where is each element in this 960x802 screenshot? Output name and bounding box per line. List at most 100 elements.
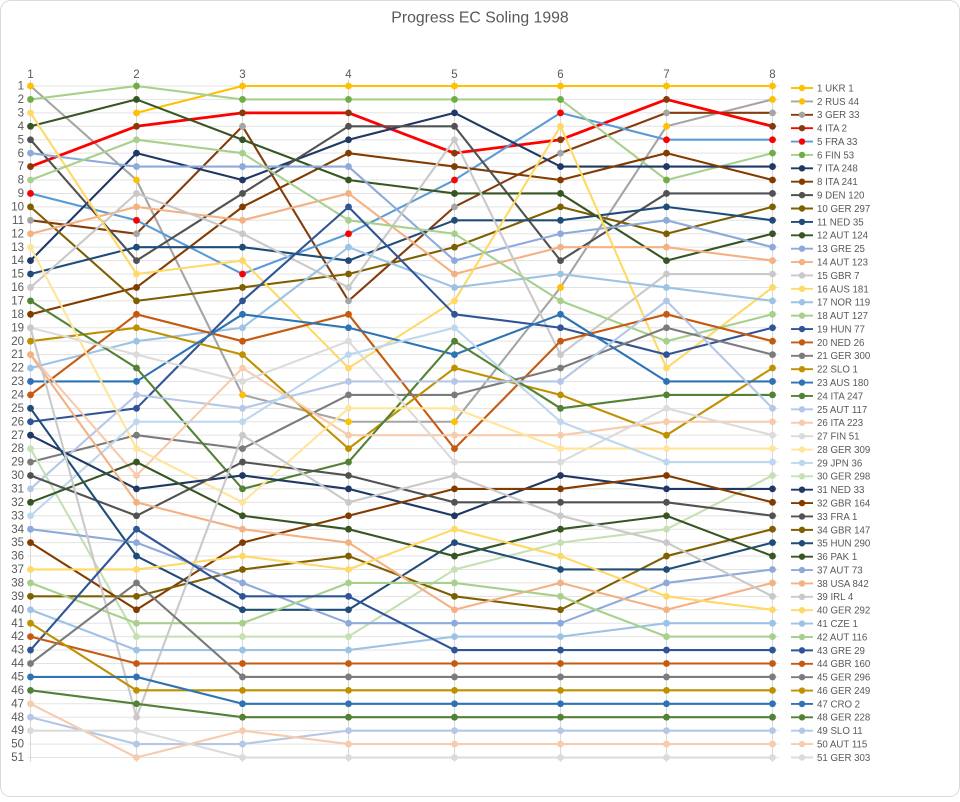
- svg-text:11 NED 35: 11 NED 35: [817, 217, 864, 228]
- svg-text:37: 37: [11, 564, 24, 576]
- svg-text:33 FRA 1: 33 FRA 1: [817, 512, 857, 523]
- svg-text:8: 8: [769, 69, 775, 81]
- svg-text:51 GER 303: 51 GER 303: [817, 753, 870, 764]
- svg-text:38 USA 842: 38 USA 842: [817, 579, 869, 590]
- svg-text:41: 41: [11, 618, 24, 630]
- svg-text:44: 44: [11, 658, 24, 670]
- svg-text:45: 45: [11, 672, 24, 684]
- svg-text:17: 17: [11, 295, 24, 307]
- svg-text:1: 1: [27, 69, 33, 81]
- svg-text:42 AUT 116: 42 AUT 116: [817, 632, 867, 643]
- svg-text:43: 43: [11, 645, 24, 657]
- svg-text:17 NOR 119: 17 NOR 119: [817, 298, 870, 309]
- svg-text:8 ITA 241: 8 ITA 241: [817, 177, 858, 188]
- svg-text:7: 7: [18, 161, 24, 173]
- svg-text:22 SLO 1: 22 SLO 1: [817, 365, 858, 376]
- svg-text:5: 5: [18, 134, 24, 146]
- svg-text:1 UKR 1: 1 UKR 1: [817, 83, 854, 94]
- svg-text:4: 4: [18, 121, 25, 133]
- svg-text:32: 32: [11, 497, 24, 509]
- svg-text:37 AUT 73: 37 AUT 73: [817, 565, 863, 576]
- svg-text:24: 24: [11, 389, 24, 401]
- svg-text:24 ITA 247: 24 ITA 247: [817, 391, 863, 402]
- svg-text:36: 36: [11, 551, 24, 563]
- svg-text:19: 19: [11, 322, 24, 334]
- svg-text:5 FRA 33: 5 FRA 33: [817, 137, 857, 148]
- svg-text:21: 21: [11, 349, 24, 361]
- svg-text:47 CRO 2: 47 CRO 2: [817, 699, 860, 710]
- svg-text:27: 27: [11, 430, 24, 442]
- svg-text:30 GER 298: 30 GER 298: [817, 472, 870, 483]
- svg-text:40: 40: [11, 604, 24, 616]
- svg-text:14: 14: [11, 255, 24, 267]
- svg-text:25 AUT 117: 25 AUT 117: [817, 405, 867, 416]
- svg-text:9 DEN 120: 9 DEN 120: [817, 191, 865, 202]
- svg-text:43 GRE 29: 43 GRE 29: [817, 646, 865, 657]
- svg-text:25: 25: [11, 403, 24, 415]
- svg-text:34: 34: [11, 524, 24, 536]
- svg-text:20 NED 26: 20 NED 26: [817, 338, 864, 349]
- svg-text:4: 4: [345, 69, 352, 81]
- svg-text:21 GER 300: 21 GER 300: [817, 351, 871, 362]
- svg-text:39: 39: [11, 591, 24, 603]
- svg-text:28: 28: [11, 443, 24, 455]
- svg-text:10 GER 297: 10 GER 297: [817, 204, 870, 215]
- svg-text:31: 31: [11, 484, 24, 496]
- svg-text:19 HUN 77: 19 HUN 77: [817, 324, 865, 335]
- svg-text:9: 9: [18, 188, 24, 200]
- svg-text:3: 3: [18, 107, 24, 119]
- svg-text:3: 3: [239, 69, 245, 81]
- svg-text:6: 6: [18, 148, 24, 160]
- svg-text:35 HUN 290: 35 HUN 290: [817, 539, 871, 550]
- svg-text:5: 5: [451, 69, 457, 81]
- svg-text:12 AUT 124: 12 AUT 124: [817, 231, 869, 242]
- svg-text:48: 48: [11, 712, 24, 724]
- svg-text:36 PAK 1: 36 PAK 1: [817, 552, 857, 563]
- svg-text:45 GER 296: 45 GER 296: [817, 673, 870, 684]
- svg-text:39 IRL 4: 39 IRL 4: [817, 592, 854, 603]
- svg-text:15 GBR 7: 15 GBR 7: [817, 271, 860, 282]
- svg-text:49 SLO 11: 49 SLO 11: [817, 726, 863, 737]
- svg-text:29 JPN 36: 29 JPN 36: [817, 458, 862, 469]
- svg-text:50 AUT 115: 50 AUT 115: [817, 740, 867, 751]
- svg-text:4 ITA 2: 4 ITA 2: [817, 124, 847, 135]
- svg-text:8: 8: [18, 175, 24, 187]
- svg-text:31 NED 33: 31 NED 33: [817, 485, 864, 496]
- svg-text:3 GER 33: 3 GER 33: [817, 110, 860, 121]
- svg-text:26 ITA 223: 26 ITA 223: [817, 418, 863, 429]
- svg-text:32 GBR 164: 32 GBR 164: [817, 498, 871, 509]
- svg-text:27 FIN 51: 27 FIN 51: [817, 432, 860, 443]
- svg-text:12: 12: [11, 228, 24, 240]
- svg-text:51: 51: [11, 752, 24, 764]
- svg-text:46: 46: [11, 685, 24, 697]
- svg-text:35: 35: [11, 537, 24, 549]
- svg-text:29: 29: [11, 457, 24, 469]
- svg-text:26: 26: [11, 416, 24, 428]
- svg-text:6: 6: [557, 69, 563, 81]
- svg-text:1: 1: [18, 81, 24, 93]
- svg-text:11: 11: [12, 215, 24, 227]
- svg-text:2 RUS 44: 2 RUS 44: [817, 97, 860, 108]
- svg-text:2: 2: [18, 94, 24, 106]
- svg-text:14 AUT 123: 14 AUT 123: [817, 257, 868, 268]
- svg-text:16 AUS 181: 16 AUS 181: [817, 284, 869, 295]
- svg-text:41 CZE 1: 41 CZE 1: [817, 619, 858, 630]
- svg-text:20: 20: [11, 336, 24, 348]
- svg-text:42: 42: [11, 631, 24, 643]
- svg-text:13: 13: [11, 242, 24, 254]
- svg-text:46 GER 249: 46 GER 249: [817, 686, 870, 697]
- svg-text:44 GBR 160: 44 GBR 160: [817, 659, 871, 670]
- svg-text:38: 38: [11, 578, 24, 590]
- svg-text:50: 50: [11, 739, 24, 751]
- svg-text:18: 18: [11, 309, 24, 321]
- svg-text:34 GBR 147: 34 GBR 147: [817, 525, 870, 536]
- svg-text:15: 15: [11, 269, 24, 281]
- svg-text:22: 22: [11, 363, 24, 375]
- svg-text:48 GER 228: 48 GER 228: [817, 713, 870, 724]
- svg-text:33: 33: [11, 510, 24, 522]
- svg-text:2: 2: [133, 69, 139, 81]
- svg-text:13 GRE 25: 13 GRE 25: [817, 244, 865, 255]
- svg-text:7 ITA 248: 7 ITA 248: [817, 164, 858, 175]
- svg-text:30: 30: [11, 470, 24, 482]
- svg-text:6 FIN 53: 6 FIN 53: [817, 150, 854, 161]
